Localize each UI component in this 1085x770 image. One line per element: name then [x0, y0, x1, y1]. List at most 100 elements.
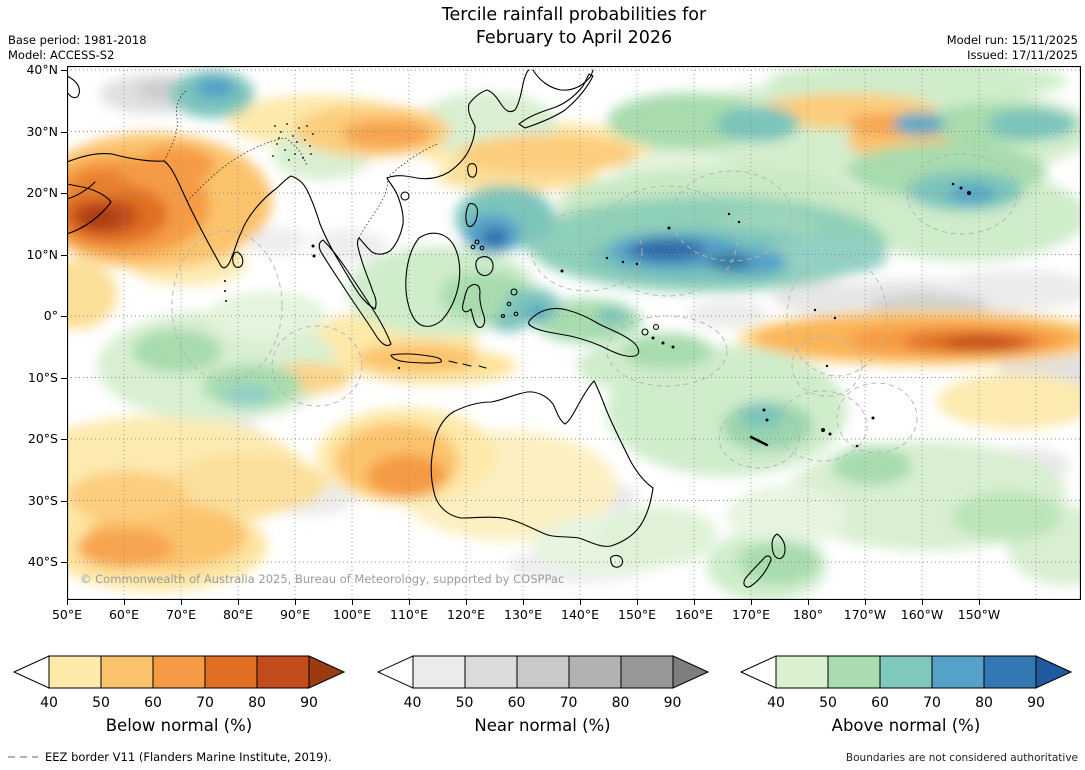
legend-tick-label: 70: [923, 695, 941, 711]
legend-near-normal: 40 50 60 70 80 90 Near normal (%): [376, 655, 709, 735]
below-normal-colorbar: [12, 655, 346, 689]
legend-tick-label: 70: [559, 695, 578, 711]
lon-axis-tick: [808, 600, 809, 605]
lon-axis-tick: [409, 600, 410, 605]
lon-axis-tick: [922, 600, 923, 605]
legend-tick-label: 90: [1027, 695, 1045, 711]
legend-tick-label: 60: [507, 695, 526, 711]
small-islands: [224, 182, 971, 448]
legend-tick-label: 40: [403, 695, 422, 711]
lat-axis-label: 0°: [43, 308, 58, 323]
lat-axis-tick: [61, 131, 67, 133]
lat-axis-label: 40°S: [27, 554, 58, 569]
lon-axis-label: 160°W: [900, 607, 944, 622]
lon-axis-label: 100°E: [332, 607, 372, 622]
legend-tick-labels: 40 50 60 70 80 90: [377, 695, 709, 713]
above-normal-colorbar: [739, 655, 1073, 689]
map-canvas: [66, 65, 1082, 601]
map: [66, 65, 1082, 601]
legend-tick-label: 40: [767, 695, 785, 711]
lon-axis-tick: [523, 600, 524, 605]
lon-axis-tick: [637, 600, 638, 605]
eez-dash-sample: [8, 756, 38, 758]
lon-axis-tick: [694, 600, 695, 605]
coastlines: [66, 69, 786, 588]
lon-axis-tick: [124, 600, 125, 605]
lat-axis-tick: [61, 193, 67, 194]
lon-axis-label: 110°E: [389, 607, 429, 622]
lon-axis-tick: [466, 600, 467, 605]
lat-axis-tick: [61, 500, 67, 502]
lon-axis-label: 180°: [792, 607, 824, 622]
map-copyright: © Commonwealth of Australia 2025, Bureau…: [80, 572, 565, 586]
border-speckles: [272, 123, 314, 161]
lon-axis-tick: [295, 600, 296, 605]
lon-axis-tick: [751, 600, 752, 605]
legend-tick-label: 80: [975, 695, 993, 711]
boundaries-note: Boundaries are not considered authoritat…: [845, 752, 1078, 764]
lon-axis-label: 70°E: [165, 607, 197, 622]
legend-tick-labels: 40 50 60 70 80 90: [13, 695, 345, 713]
issued-label: Issued: 17/11/2025: [967, 47, 1078, 62]
lon-axis-label: 170°W: [843, 607, 887, 622]
legend-tick-label: 90: [663, 695, 682, 711]
lat-axis-label: 30°S: [27, 492, 58, 508]
legend-tick-label: 40: [40, 695, 58, 711]
near-normal-colorbar: [376, 655, 709, 689]
lon-axis-label: 160°E: [674, 607, 714, 622]
legend-tick-label: 80: [611, 695, 630, 711]
model-label: Model: ACCESS-S2: [8, 47, 115, 62]
lat-axis-label: 10°S: [27, 369, 58, 385]
graticule: [66, 66, 1081, 600]
legend-tick-label: 50: [455, 695, 474, 711]
legend-below-normal: 40 50 60 70 80 90 Below normal (%): [12, 655, 346, 735]
lat-axis-label: 20°S: [27, 431, 58, 446]
lat-axis-label: 30°N: [26, 123, 58, 139]
lat-axis-tick: [61, 377, 67, 379]
title-line1: Tercile rainfall probabilities for: [441, 5, 707, 25]
legend-tick-label: 60: [144, 695, 162, 711]
lon-axis-tick: [865, 600, 866, 605]
lon-axis-tick: [352, 600, 353, 605]
model-run-label: Model run: 15/11/2025: [946, 33, 1078, 47]
lon-axis-tick: [238, 600, 239, 605]
eez-label: EEZ border V11 (Flanders Marine Institut…: [45, 750, 332, 764]
lon-axis-label: 150°W: [957, 607, 1001, 622]
probability-field: [67, 66, 1081, 600]
eez-note: EEZ border V11 (Flanders Marine Institut…: [8, 750, 332, 764]
lon-axis-label: 80°E: [222, 607, 254, 622]
lat-axis-tick: [61, 254, 67, 256]
lat-axis-tick: [61, 439, 67, 440]
legend-row: 40 50 60 70 80 90 Below normal (%) 40 50 60 70 80…: [0, 655, 1085, 735]
title-line2: February to April 2026: [475, 27, 673, 48]
legend-tick-label: 70: [196, 695, 214, 711]
lat-axis-tick: [61, 316, 67, 317]
lon-axis-label: 90°E: [279, 607, 311, 622]
run-info: Model run: 15/11/2025 Issued: 17/11/2025: [947, 33, 1078, 63]
lon-axis-label: 50°E: [51, 607, 83, 622]
eez-borders: [171, 153, 1018, 469]
legend-title-near: Near normal (%): [474, 716, 611, 735]
lon-axis-label: 120°E: [446, 607, 486, 622]
legend-tick-label: 80: [248, 695, 266, 711]
base-period-label: Base period: 1981-2018: [8, 33, 147, 47]
lat-axis-tick: [61, 70, 67, 71]
lon-axis-label: 170°E: [731, 607, 771, 622]
lon-axis-tick: [979, 600, 980, 605]
legend-tick-label: 60: [871, 695, 889, 711]
legend-tick-labels: 40 50 60 70 80 90: [740, 695, 1072, 713]
lon-axis-label: 60°E: [108, 607, 140, 622]
lon-axis-tick: [580, 600, 581, 605]
legend-tick-label: 50: [92, 695, 110, 711]
model-info: Base period: 1981-2018 Model: ACCESS-S2: [8, 33, 147, 63]
lon-axis-label: 140°E: [560, 607, 600, 622]
lat-axis-label: 10°N: [26, 246, 58, 262]
legend-above-normal: 40 50 60 70 80 90 Above normal (%): [739, 655, 1073, 735]
page-title: Tercile rainfall probabilities for Febru…: [67, 4, 1081, 50]
lon-axis-label: 130°E: [503, 607, 543, 622]
legend-title-below: Below normal (%): [105, 716, 253, 735]
lat-axis-tick: [61, 562, 67, 563]
legend-tick-label: 50: [819, 695, 837, 711]
legend-tick-label: 90: [300, 695, 318, 711]
